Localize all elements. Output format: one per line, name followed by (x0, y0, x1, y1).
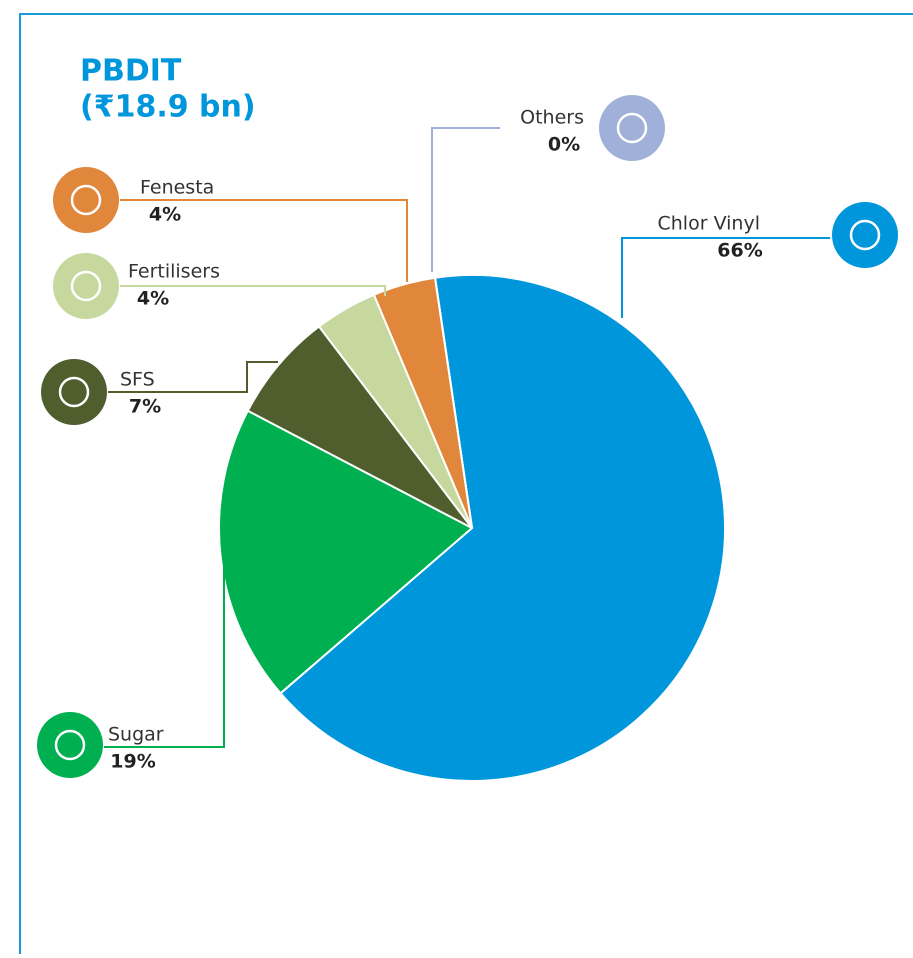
frame (19, 13, 913, 958)
pie-slice (279, 274, 726, 782)
value-label: 19% (110, 751, 155, 773)
icon-glyph (58, 376, 90, 408)
icon-glyph (54, 729, 86, 761)
leader-line (621, 237, 830, 318)
labels: Chlor Vinyl 66% Sugar 19% SFS 7% Fertilisers 4%… (37, 95, 898, 778)
icon (37, 712, 103, 778)
slice-label: SFS (120, 369, 155, 391)
leader-line (120, 285, 386, 296)
value-label: 0% (548, 134, 580, 156)
pie-slice (218, 409, 474, 695)
slice-label: Sugar (108, 724, 164, 746)
chart-subtitle: (₹18.9 bn) (80, 90, 256, 125)
chart-title: PBDIT (80, 54, 182, 89)
slice-label: Others (520, 107, 584, 129)
value-label: 4% (137, 288, 169, 310)
icon (832, 202, 898, 268)
pie-slice (246, 325, 473, 529)
slice-label: Chlor Vinyl (658, 213, 761, 235)
icon (53, 253, 119, 319)
icon-glyph (70, 184, 102, 216)
icon (41, 359, 107, 425)
pie-slice (372, 276, 473, 529)
leader-line (431, 127, 500, 272)
icon-glyph (70, 270, 102, 302)
leader-line (104, 565, 225, 748)
value-label: 4% (149, 204, 181, 226)
icon-glyph (616, 112, 648, 144)
icon-glyph (849, 219, 881, 251)
icon (599, 95, 665, 161)
slice-label: Fenesta (140, 177, 214, 199)
value-label: 66% (717, 240, 762, 262)
pie (218, 274, 726, 782)
leader-line (120, 199, 408, 282)
icon (53, 167, 119, 233)
slice-label: Fertilisers (128, 261, 220, 283)
value-label: 7% (129, 396, 161, 418)
leader-line (108, 361, 278, 393)
